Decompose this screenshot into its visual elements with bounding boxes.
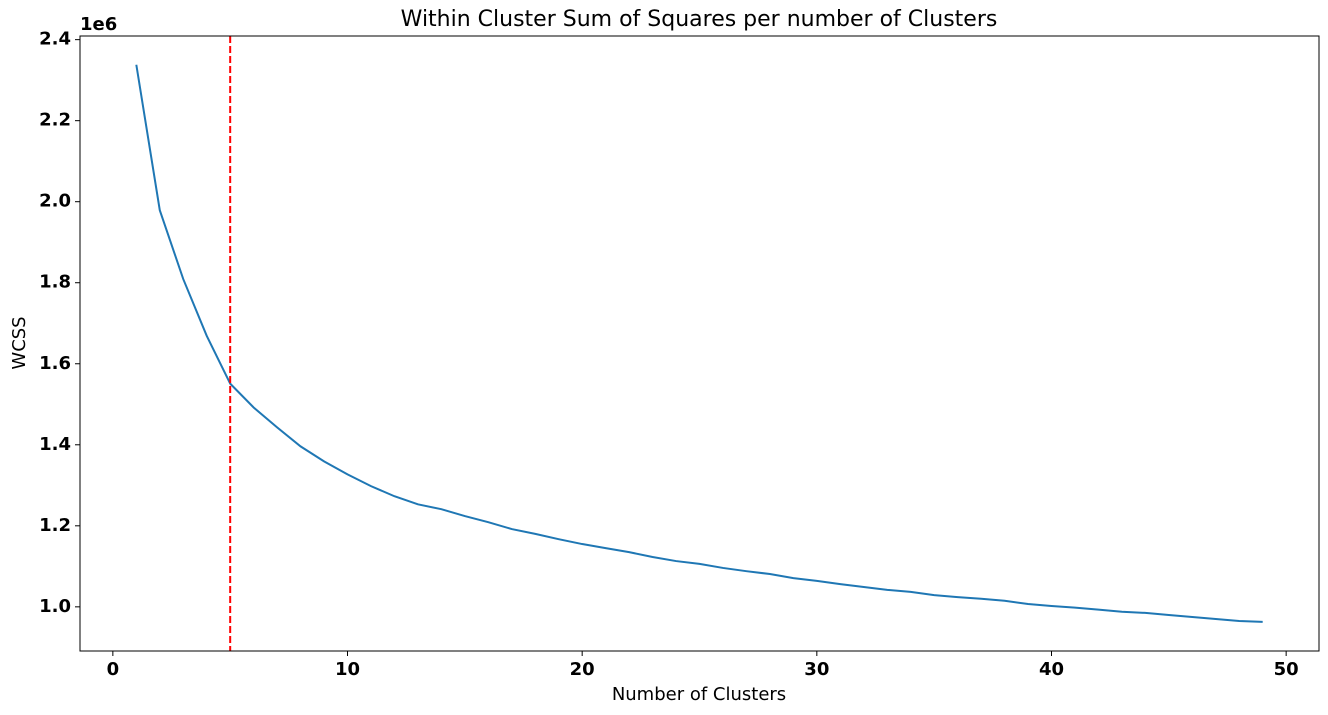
chart-title: Within Cluster Sum of Squares per number… xyxy=(401,7,998,32)
y-offset-label: 1e6 xyxy=(80,14,117,35)
plot-frame xyxy=(79,35,1320,652)
y-tick-label: 1.2 xyxy=(39,515,71,536)
x-tick-label: 30 xyxy=(804,659,829,680)
y-tick-label: 1.6 xyxy=(39,353,71,374)
y-axis-label: WCSS xyxy=(9,316,30,369)
x-tick-label: 20 xyxy=(570,659,595,680)
y-tick-label: 1.4 xyxy=(39,434,71,455)
y-tick-label: 2.2 xyxy=(39,110,71,131)
data-line xyxy=(135,64,1263,623)
y-tick-label: 1.8 xyxy=(39,272,71,293)
x-tick-label: 10 xyxy=(335,659,360,680)
x-tick-label: 0 xyxy=(107,659,120,680)
x-tick-label: 40 xyxy=(1039,659,1064,680)
y-tick-label: 2.4 xyxy=(39,29,71,50)
y-tick-label: 1.0 xyxy=(39,596,71,617)
y-tick-label: 2.0 xyxy=(39,191,71,212)
x-tick-label: 50 xyxy=(1274,659,1299,680)
x-axis-label: Number of Clusters xyxy=(612,684,786,705)
